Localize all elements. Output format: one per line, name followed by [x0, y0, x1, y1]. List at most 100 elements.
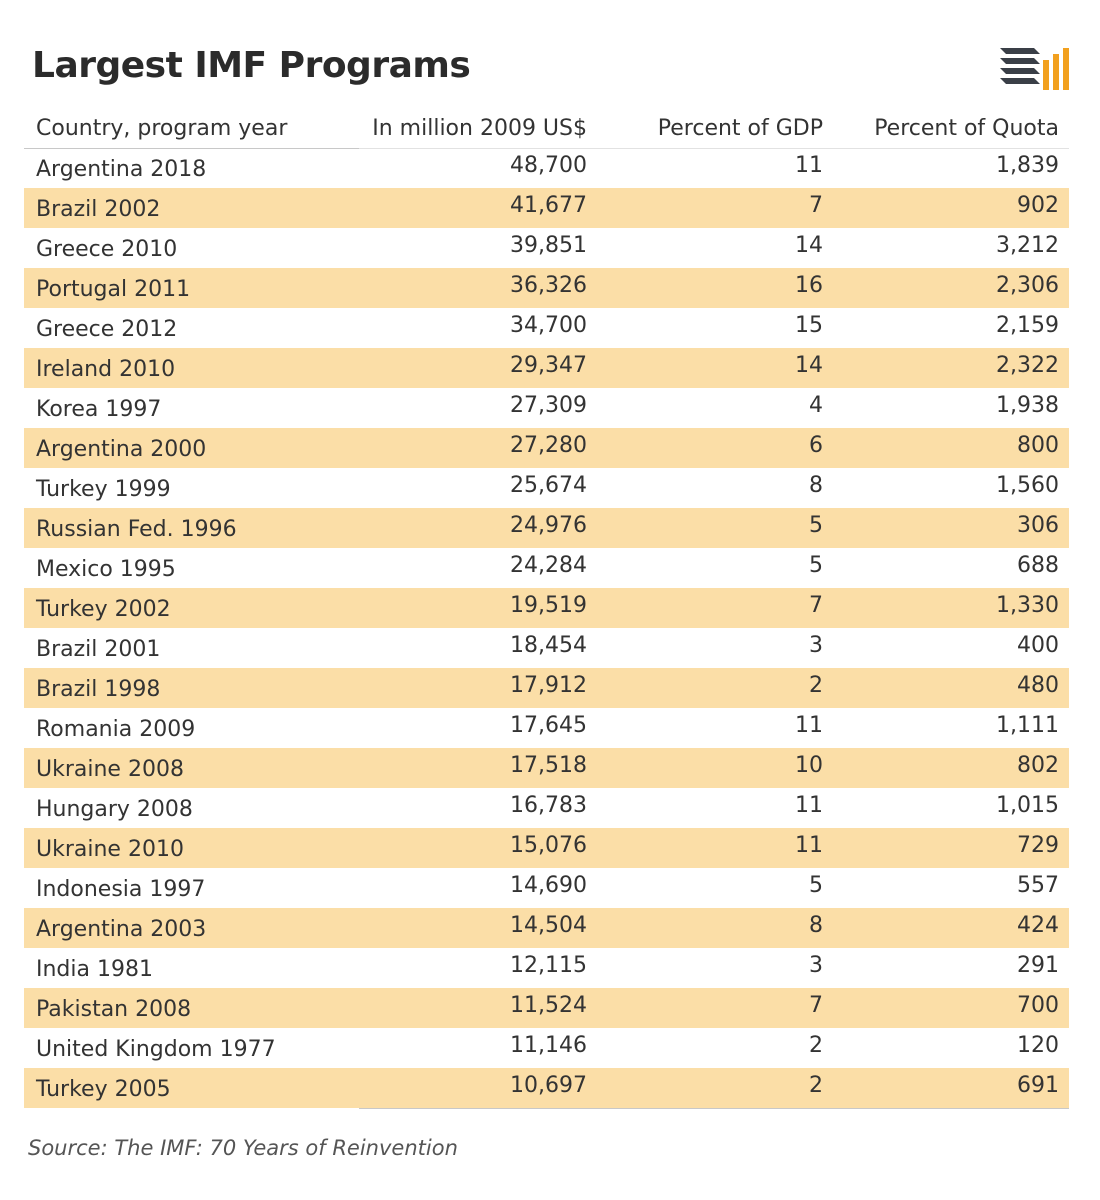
- cell-percent-quota: 291: [1017, 953, 1059, 978]
- cell-amount: 24,284: [510, 553, 587, 578]
- cell-amount: 17,912: [510, 673, 587, 698]
- cell-percent-quota: 1,839: [996, 153, 1059, 178]
- header-divider: [24, 148, 359, 149]
- cell-percent-quota: 1,560: [996, 473, 1059, 498]
- cell-percent-gdp: 5: [809, 873, 823, 898]
- cell-percent-gdp: 15: [795, 313, 823, 338]
- cell-country: Ukraine 2010: [36, 837, 184, 862]
- cell-percent-quota: 700: [1017, 993, 1059, 1018]
- cell-percent-quota: 480: [1017, 673, 1059, 698]
- cell-percent-gdp: 5: [809, 513, 823, 538]
- cell-country: Romania 2009: [36, 717, 196, 742]
- cell-percent-gdp: 6: [809, 433, 823, 458]
- cell-percent-gdp: 16: [795, 273, 823, 298]
- cell-country: Brazil 2002: [36, 197, 161, 222]
- cell-country: Brazil 2001: [36, 637, 161, 662]
- table-bottom-divider: [359, 1108, 1069, 1109]
- cell-country: Brazil 1998: [36, 677, 161, 702]
- logo-accent-bars: [1043, 48, 1069, 90]
- cell-percent-gdp: 3: [809, 953, 823, 978]
- cell-percent-gdp: 11: [795, 833, 823, 858]
- column-header-country: Country, program year: [36, 116, 288, 141]
- cell-amount: 11,524: [510, 993, 587, 1018]
- table-row: Greece 2010 39,851 14 3,212: [24, 228, 1069, 268]
- cell-amount: 36,326: [510, 273, 587, 298]
- table-row: Portugal 2011 36,326 16 2,306: [24, 268, 1069, 308]
- cell-country: Greece 2010: [36, 237, 178, 262]
- cell-percent-quota: 1,330: [996, 593, 1059, 618]
- cell-percent-quota: 688: [1017, 553, 1059, 578]
- cell-amount: 19,519: [510, 593, 587, 618]
- cell-country: Argentina 2003: [36, 917, 207, 942]
- cell-country: Hungary 2008: [36, 797, 193, 822]
- cell-amount: 10,697: [510, 1073, 587, 1098]
- stacked-bars-logo-icon: [1000, 48, 1069, 90]
- cell-country: Ukraine 2008: [36, 757, 184, 782]
- cell-percent-gdp: 7: [809, 593, 823, 618]
- logo-dark-stripes: [1000, 48, 1040, 84]
- cell-country: Pakistan 2008: [36, 997, 192, 1022]
- table-row: Indonesia 1997 14,690 5 557: [24, 868, 1069, 908]
- cell-percent-quota: 1,111: [996, 713, 1059, 738]
- cell-percent-gdp: 7: [809, 193, 823, 218]
- cell-amount: 15,076: [510, 833, 587, 858]
- column-header-percent-quota: Percent of Quota: [874, 116, 1059, 141]
- cell-country: Turkey 2002: [36, 597, 171, 622]
- programs-table: Country, program year In million 2009 US…: [24, 110, 1069, 1109]
- table-header: Country, program year In million 2009 US…: [24, 110, 1069, 149]
- table-row: Mexico 1995 24,284 5 688: [24, 548, 1069, 588]
- cell-percent-quota: 2,322: [996, 353, 1059, 378]
- cell-percent-gdp: 2: [809, 1073, 823, 1098]
- cell-percent-quota: 2,306: [996, 273, 1059, 298]
- cell-percent-gdp: 2: [809, 673, 823, 698]
- table-row: United Kingdom 1977 11,146 2 120: [24, 1028, 1069, 1068]
- cell-percent-quota: 120: [1017, 1033, 1059, 1058]
- cell-country: Argentina 2018: [36, 157, 207, 182]
- cell-amount: 27,309: [510, 393, 587, 418]
- cell-country: Argentina 2000: [36, 437, 207, 462]
- table-row: Ukraine 2010 15,076 11 729: [24, 828, 1069, 868]
- cell-percent-gdp: 8: [809, 913, 823, 938]
- cell-amount: 16,783: [510, 793, 587, 818]
- cell-percent-quota: 1,015: [996, 793, 1059, 818]
- cell-amount: 41,677: [510, 193, 587, 218]
- cell-percent-gdp: 10: [795, 753, 823, 778]
- table-row: Argentina 2000 27,280 6 800: [24, 428, 1069, 468]
- table-row: Brazil 1998 17,912 2 480: [24, 668, 1069, 708]
- cell-percent-quota: 1,938: [996, 393, 1059, 418]
- table-row: Russian Fed. 1996 24,976 5 306: [24, 508, 1069, 548]
- table-row: Turkey 2002 19,519 7 1,330: [24, 588, 1069, 628]
- cell-percent-gdp: 11: [795, 713, 823, 738]
- table-row: Ukraine 2008 17,518 10 802: [24, 748, 1069, 788]
- table-row: India 1981 12,115 3 291: [24, 948, 1069, 988]
- cell-amount: 14,690: [510, 873, 587, 898]
- column-header-percent-gdp: Percent of GDP: [657, 116, 823, 141]
- header-divider-right: [359, 148, 1069, 149]
- cell-amount: 24,976: [510, 513, 587, 538]
- table-row: Brazil 2001 18,454 3 400: [24, 628, 1069, 668]
- cell-amount: 17,518: [510, 753, 587, 778]
- table-row: Pakistan 2008 11,524 7 700: [24, 988, 1069, 1028]
- cell-percent-gdp: 2: [809, 1033, 823, 1058]
- table-body: Argentina 2018 48,700 11 1,839 Brazil 2002 41…: [24, 148, 1069, 1109]
- cell-country: Indonesia 1997: [36, 877, 206, 902]
- table-row: Greece 2012 34,700 15 2,159: [24, 308, 1069, 348]
- cell-country: India 1981: [36, 957, 153, 982]
- column-header-amount: In million 2009 US$: [372, 116, 587, 141]
- cell-country: Turkey 1999: [36, 477, 171, 502]
- cell-amount: 11,146: [510, 1033, 587, 1058]
- cell-percent-quota: 3,212: [996, 233, 1059, 258]
- table-row: Ireland 2010 29,347 14 2,322: [24, 348, 1069, 388]
- source-note: Source: The IMF: 70 Years of Reinvention: [28, 1136, 458, 1160]
- cell-amount: 27,280: [510, 433, 587, 458]
- cell-percent-quota: 800: [1017, 433, 1059, 458]
- cell-country: Ireland 2010: [36, 357, 176, 382]
- cell-amount: 14,504: [510, 913, 587, 938]
- cell-amount: 12,115: [510, 953, 587, 978]
- cell-percent-quota: 691: [1017, 1073, 1059, 1098]
- table-row: Turkey 1999 25,674 8 1,560: [24, 468, 1069, 508]
- page-title: Largest IMF Programs: [32, 45, 471, 86]
- cell-percent-quota: 306: [1017, 513, 1059, 538]
- table-row: Turkey 2005 10,697 2 691: [24, 1068, 1069, 1108]
- cell-amount: 25,674: [510, 473, 587, 498]
